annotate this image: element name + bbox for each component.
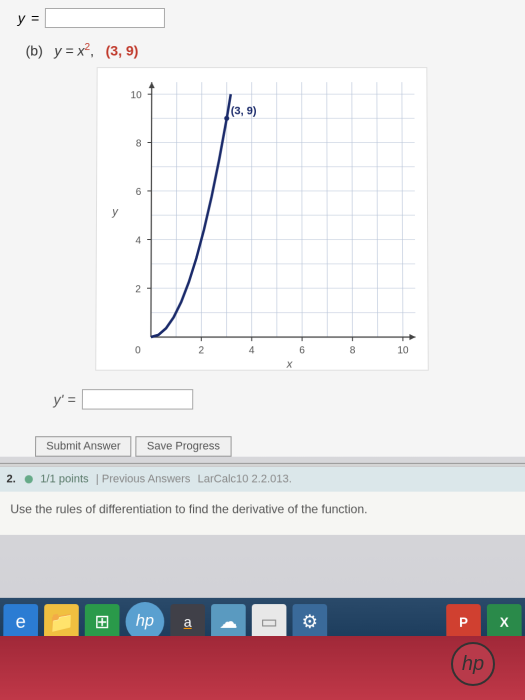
top-input-row: y = bbox=[18, 8, 507, 28]
q2-reference: LarCalc10 2.2.013. bbox=[198, 473, 292, 485]
svg-text:y: y bbox=[111, 206, 119, 218]
part-letter: (b) bbox=[26, 43, 43, 59]
save-button[interactable]: Save Progress bbox=[136, 436, 231, 457]
part-b-label: (b) y = x2, (3, 9) bbox=[18, 42, 508, 59]
excel-icon[interactable]: X bbox=[487, 604, 522, 639]
svg-text:10: 10 bbox=[130, 90, 142, 101]
yprime-row: y' = bbox=[15, 389, 510, 409]
equation-exp: 2 bbox=[84, 42, 90, 53]
graph-container: 2 4 6 8 10 2 4 6 8 10 0 x y (3, 9) bbox=[91, 63, 435, 375]
hp-logo-icon: hp bbox=[451, 642, 495, 686]
cloud-icon[interactable]: ☁ bbox=[211, 604, 246, 639]
gear-icon[interactable]: ⚙ bbox=[293, 604, 328, 639]
svg-text:8: 8 bbox=[135, 138, 141, 149]
yprime-input[interactable] bbox=[82, 389, 193, 409]
y-input[interactable] bbox=[45, 8, 165, 28]
laptop-bezel: hp bbox=[0, 636, 525, 700]
status-dot-icon bbox=[25, 475, 33, 483]
submit-button[interactable]: Submit Answer bbox=[35, 436, 132, 457]
q2-number: 2. bbox=[6, 473, 15, 485]
q2-previous-link[interactable]: | Previous Answers bbox=[96, 473, 191, 485]
question-2-header: 2. 1/1 points | Previous Answers LarCalc… bbox=[0, 467, 525, 492]
svg-text:4: 4 bbox=[135, 235, 141, 246]
note-icon[interactable]: ▭ bbox=[252, 604, 287, 639]
svg-text:2: 2 bbox=[135, 284, 141, 295]
q2-body: Use the rules of differentiation to find… bbox=[0, 491, 525, 534]
svg-text:(3, 9): (3, 9) bbox=[230, 105, 256, 117]
graph-svg: 2 4 6 8 10 2 4 6 8 10 0 x y (3, 9) bbox=[95, 67, 429, 371]
ie-icon[interactable]: e bbox=[3, 604, 38, 639]
yprime-label: y' = bbox=[54, 391, 76, 407]
svg-text:0: 0 bbox=[135, 345, 141, 356]
y-var: y bbox=[18, 10, 25, 26]
folder-icon[interactable]: 📁 bbox=[44, 604, 79, 639]
svg-text:6: 6 bbox=[135, 187, 141, 198]
svg-text:6: 6 bbox=[299, 345, 305, 356]
svg-text:x: x bbox=[285, 358, 292, 370]
point: (3, 9) bbox=[106, 43, 139, 59]
store-icon[interactable]: ⊞ bbox=[85, 604, 120, 639]
svg-text:4: 4 bbox=[248, 345, 254, 356]
powerpoint-icon[interactable]: P bbox=[446, 604, 481, 639]
amazon-icon[interactable]: a bbox=[170, 604, 205, 639]
svg-text:2: 2 bbox=[198, 345, 204, 356]
q2-points: 1/1 points bbox=[40, 473, 88, 485]
svg-text:10: 10 bbox=[397, 345, 409, 356]
button-row: Submit Answer Save Progress bbox=[15, 436, 510, 457]
svg-text:8: 8 bbox=[349, 345, 355, 356]
equation-lhs: y = x bbox=[54, 43, 84, 59]
